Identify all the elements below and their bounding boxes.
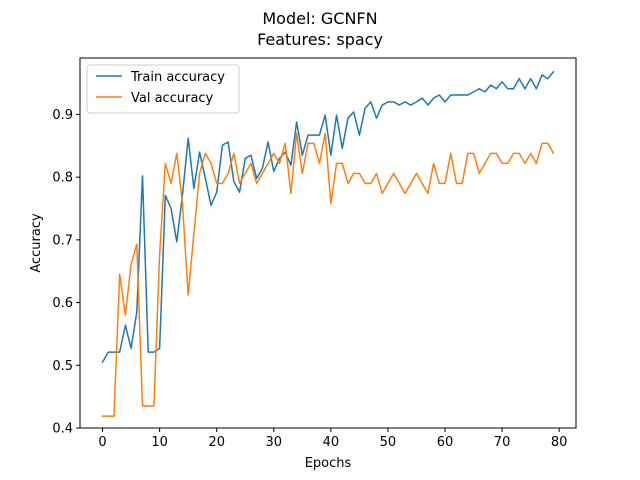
plot-frame bbox=[79, 57, 577, 429]
x-tick-label: 0 bbox=[98, 435, 106, 450]
x-tick-label: 40 bbox=[323, 435, 340, 450]
y-axis-ticks: 0.4 0.5 0.6 0.7 0.8 0.9 bbox=[52, 108, 80, 437]
y-tick-label: 0.4 bbox=[52, 422, 73, 437]
train-accuracy-line bbox=[101, 70, 555, 364]
x-tick-label: 30 bbox=[266, 435, 283, 450]
x-tick-label: 80 bbox=[551, 435, 568, 450]
x-axis-ticks: 0 10 20 30 40 50 60 70 80 bbox=[98, 428, 567, 450]
legend: Train accuracy Val accuracy bbox=[86, 64, 240, 114]
legend-box bbox=[86, 64, 240, 114]
y-tick-label: 0.9 bbox=[52, 108, 73, 123]
x-tick-label: 70 bbox=[494, 435, 511, 450]
x-tick-label: 10 bbox=[151, 435, 168, 450]
chart-subtitle: Features: spacy bbox=[257, 30, 383, 49]
x-tick-label: 20 bbox=[208, 435, 225, 450]
val-accuracy-line bbox=[101, 132, 555, 417]
legend-label-val: Val accuracy bbox=[131, 91, 214, 106]
x-tick-label: 50 bbox=[380, 435, 397, 450]
x-axis-label: Epochs bbox=[305, 456, 352, 471]
y-tick-label: 0.7 bbox=[52, 233, 73, 248]
legend-label-train: Train accuracy bbox=[130, 70, 225, 85]
y-tick-label: 0.5 bbox=[52, 359, 73, 374]
chart-title: Model: GCNFN bbox=[262, 9, 377, 28]
y-tick-label: 0.8 bbox=[52, 171, 73, 186]
plot-lines bbox=[101, 70, 555, 417]
x-tick-label: 60 bbox=[437, 435, 454, 450]
y-axis-label: Accuracy bbox=[29, 213, 44, 273]
y-tick-label: 0.6 bbox=[52, 296, 73, 311]
